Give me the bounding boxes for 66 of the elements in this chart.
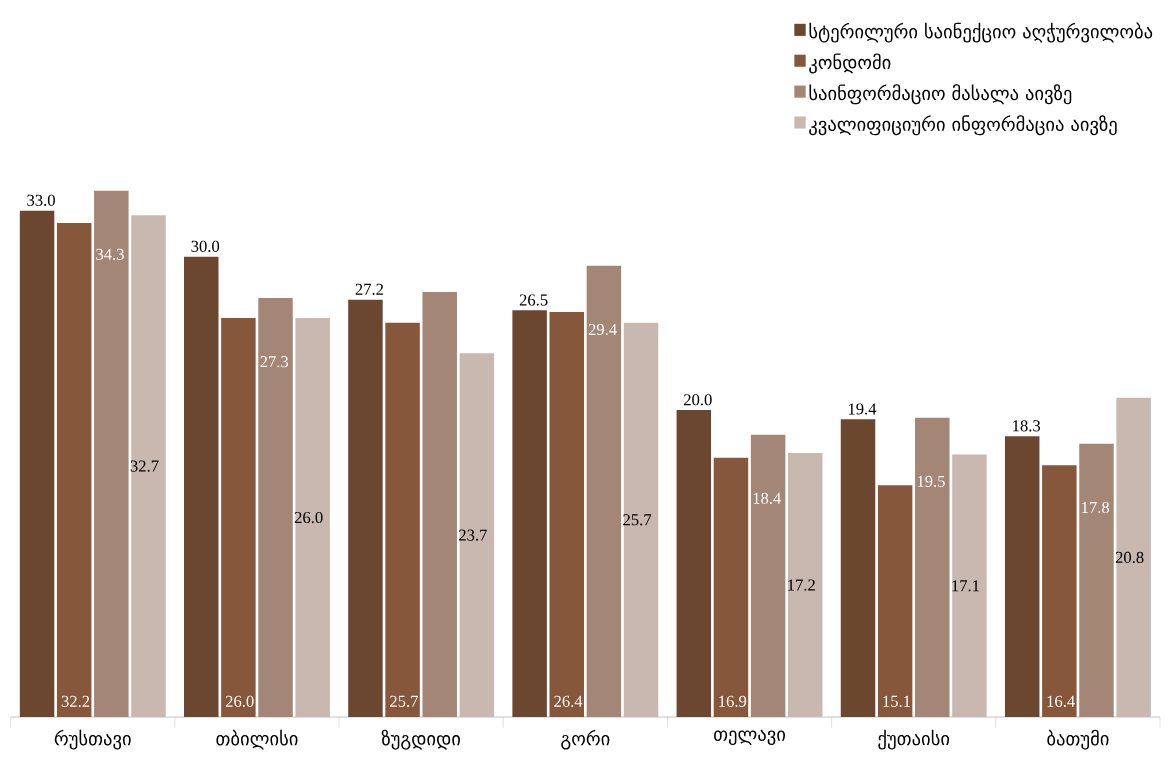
data-label: 33.0 bbox=[27, 194, 55, 206]
x-tick-label: რუსთავი bbox=[54, 729, 131, 750]
data-label: 16.4 bbox=[1047, 695, 1075, 707]
data-label: 25.7 bbox=[390, 695, 418, 707]
data-label: 29.4 bbox=[588, 323, 617, 336]
bar bbox=[348, 299, 383, 717]
bar bbox=[1079, 443, 1114, 717]
bar bbox=[915, 417, 950, 717]
data-label: 27.2 bbox=[355, 283, 384, 295]
data-label: 26.0 bbox=[225, 695, 254, 707]
data-label: 26.5 bbox=[519, 294, 548, 306]
bar bbox=[422, 291, 457, 717]
x-tick-label: გორი bbox=[561, 729, 610, 750]
data-label: 34.3 bbox=[96, 248, 124, 260]
data-label: 27.3 bbox=[260, 356, 289, 368]
bar bbox=[258, 298, 293, 717]
data-label: 19.4 bbox=[848, 403, 877, 415]
x-tick-label: ბათუმი bbox=[1047, 729, 1109, 750]
bar bbox=[1004, 436, 1040, 717]
bar bbox=[1116, 397, 1151, 717]
bar bbox=[385, 322, 420, 717]
data-label: 25.7 bbox=[623, 514, 652, 526]
data-label: 18.3 bbox=[1013, 420, 1041, 432]
x-tick-label: ზუგდიდი bbox=[381, 729, 460, 750]
bar bbox=[952, 454, 987, 717]
legend-label: საინფორმაციო მასალა აივზე bbox=[809, 84, 1072, 105]
bar bbox=[676, 410, 712, 717]
data-label: 17.8 bbox=[1082, 501, 1110, 514]
bar bbox=[94, 190, 129, 717]
data-label: 20.8 bbox=[1115, 551, 1144, 564]
bar bbox=[56, 222, 92, 717]
bar bbox=[131, 215, 166, 717]
data-label: 16.9 bbox=[719, 695, 747, 707]
bar bbox=[221, 318, 256, 717]
x-tick-label: ქუთაისი bbox=[878, 729, 950, 750]
bar bbox=[877, 485, 913, 717]
bar bbox=[295, 318, 330, 717]
data-label: 23.7 bbox=[459, 529, 487, 541]
bar bbox=[512, 310, 547, 717]
bar bbox=[549, 311, 585, 717]
bar bbox=[713, 457, 749, 717]
data-label: 32.7 bbox=[130, 460, 159, 472]
bar bbox=[623, 322, 659, 717]
bar bbox=[184, 256, 219, 717]
data-label: 17.1 bbox=[952, 580, 979, 592]
bar bbox=[19, 210, 55, 717]
x-tick-label: თელავი bbox=[714, 729, 786, 746]
data-label: 19.5 bbox=[917, 475, 945, 488]
data-label: 26.4 bbox=[554, 695, 583, 707]
bar bbox=[459, 353, 495, 717]
x-tick-label: თბილისი bbox=[216, 729, 298, 750]
data-label: 32.2 bbox=[61, 695, 90, 707]
data-label: 17.2 bbox=[788, 579, 815, 591]
legend-label: კვალიფიციური ინფორმაცია აივზე bbox=[809, 115, 1117, 136]
legend-label: სტერილური საინექციო აღჭურვილობა bbox=[809, 22, 1153, 43]
data-label: 15.1 bbox=[883, 695, 911, 707]
bar bbox=[840, 419, 876, 717]
bar bbox=[750, 434, 786, 717]
bar bbox=[586, 265, 622, 717]
bar bbox=[787, 453, 823, 717]
data-label: 26.0 bbox=[294, 511, 323, 524]
bar bbox=[1042, 465, 1077, 717]
data-label: 18.4 bbox=[753, 492, 782, 504]
legend-label: კონდომი bbox=[809, 53, 891, 74]
data-label: 20.0 bbox=[684, 394, 712, 406]
data-label: 30.0 bbox=[191, 240, 220, 252]
